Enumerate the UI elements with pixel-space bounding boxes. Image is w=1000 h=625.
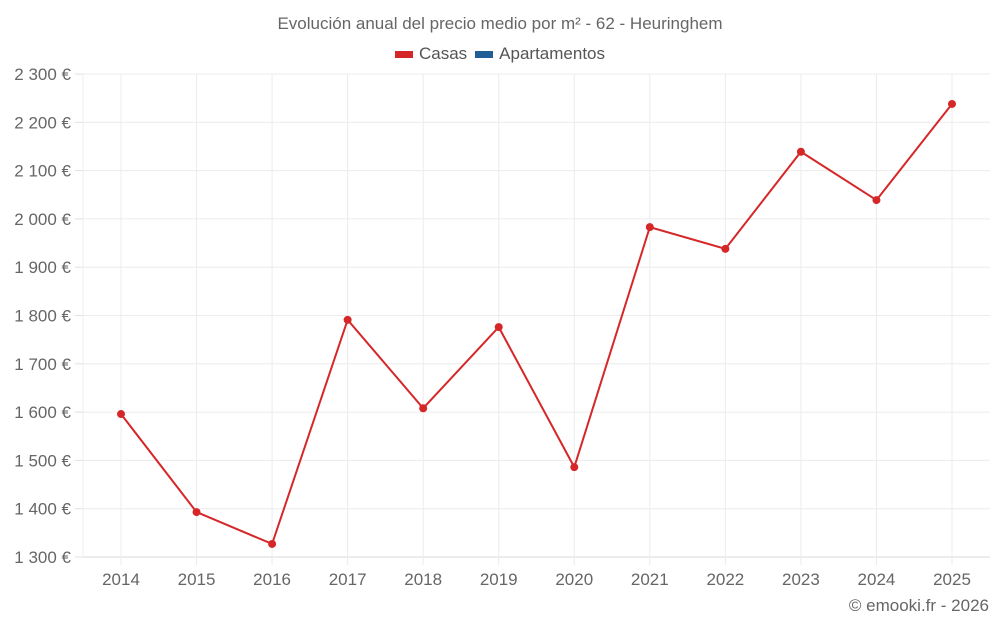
- legend: Casas Apartamentos: [0, 44, 1000, 64]
- data-point[interactable]: [268, 539, 277, 548]
- x-tick-label: 2023: [782, 570, 820, 589]
- x-tick-label: 2025: [933, 570, 971, 589]
- legend-label-casas: Casas: [418, 44, 468, 63]
- series-line: [120, 103, 953, 546]
- data-point[interactable]: [948, 99, 956, 108]
- x-tick-label: 2014: [102, 570, 140, 589]
- credit-text: © emooki.fr - 2026: [848, 596, 989, 615]
- data-point[interactable]: [343, 315, 352, 324]
- data-point[interactable]: [570, 463, 579, 472]
- legend-label-apartamentos: Apartamentos: [499, 44, 606, 63]
- data-point[interactable]: [721, 244, 730, 253]
- y-tick-label: 1 900 €: [14, 258, 71, 277]
- legend-item-apartamentos[interactable]: Apartamentos: [475, 44, 605, 64]
- x-tick-label: 2017: [329, 570, 367, 589]
- data-point[interactable]: [872, 196, 881, 205]
- data-point[interactable]: [117, 410, 125, 419]
- x-tick-label: 2019: [480, 570, 518, 589]
- data-point[interactable]: [494, 323, 503, 332]
- y-tick-label: 1 300 €: [14, 548, 71, 567]
- y-tick-label: 2 100 €: [14, 162, 71, 181]
- y-tick-label: 2 000 €: [14, 210, 71, 229]
- x-tick-label: 2022: [706, 570, 744, 589]
- y-axis: 1 300 € 1 400 € 1 500 € 1 600 € 1 700 € 1 800…: [14, 65, 71, 567]
- x-tick-label: 2024: [858, 570, 896, 589]
- data-point[interactable]: [796, 147, 805, 156]
- grid-lines: [75, 73, 990, 565]
- legend-swatch-apartamentos: [475, 50, 494, 58]
- x-tick-label: 2015: [178, 570, 216, 589]
- y-tick-label: 1 800 €: [14, 307, 71, 326]
- x-tick-label: 2016: [253, 570, 291, 589]
- x-axis: 2014 2015 2016 2017 2018 2019 2020 2021 2022 2023…: [102, 570, 971, 589]
- x-tick-label: 2020: [555, 570, 593, 589]
- chart-title: Evolución anual del precio medio por m² …: [277, 14, 723, 33]
- y-tick-label: 1 400 €: [14, 500, 71, 519]
- data-point[interactable]: [419, 404, 428, 413]
- x-tick-label: 2021: [631, 570, 669, 589]
- y-tick-label: 2 300 €: [14, 65, 71, 84]
- data-point[interactable]: [192, 508, 201, 517]
- y-tick-label: 1 500 €: [14, 451, 71, 470]
- series-casas: [117, 99, 956, 548]
- data-point[interactable]: [645, 223, 654, 232]
- x-tick-label: 2018: [404, 570, 442, 589]
- y-tick-label: 1 600 €: [14, 403, 71, 422]
- legend-item-casas[interactable]: Casas: [394, 44, 468, 64]
- y-tick-label: 1 700 €: [14, 355, 71, 374]
- legend-swatch-casas: [394, 50, 413, 58]
- y-tick-label: 2 200 €: [14, 113, 71, 132]
